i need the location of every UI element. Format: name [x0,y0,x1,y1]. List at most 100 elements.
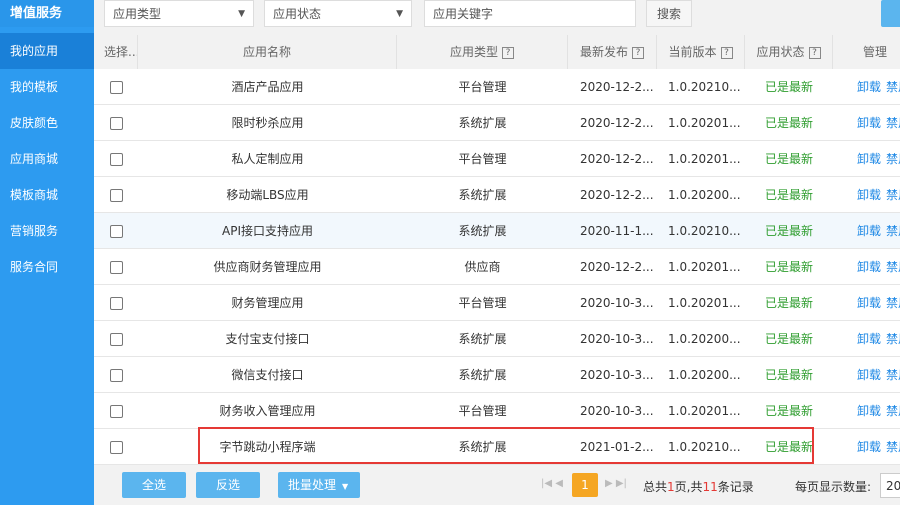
sidebar-item[interactable]: 模板商城 [10,188,59,202]
app-name: 支付宝支付接口 [225,332,310,346]
release-date: 2020-12-2... [580,80,654,94]
pager-prev[interactable]: |◀ ◀ [541,478,563,489]
app-type: 供应商 [464,260,501,274]
sidebar-item[interactable]: 我的应用 [0,33,94,69]
app-type: 系统扩展 [458,224,507,238]
app-name: 微信支付接口 [231,368,304,382]
disable-link[interactable]: 禁用 [886,368,900,382]
help-icon[interactable]: ? [720,46,733,59]
status: 已是最新 [764,404,813,418]
sidebar-item[interactable]: 我的模板 [10,80,59,94]
uninstall-link[interactable]: 卸载 [857,404,882,418]
keyword-input[interactable]: 应用关键字 [424,0,636,27]
uninstall-link[interactable]: 卸载 [857,80,882,94]
header-text: 当前版本 [668,45,717,59]
filter-bar: 应用类型 ▼ 应用状态 ▼ 应用关键字 搜索 [94,0,900,35]
disable-link[interactable]: 禁用 [886,260,900,274]
checkbox[interactable] [110,153,123,166]
table-row: 微信支付接口 系统扩展 2020-10-3... 1.0.20200... 已是最新 卸载… [94,357,900,393]
sidebar-item[interactable]: 营销服务 [10,224,59,238]
disable-link[interactable]: 禁用 [886,80,900,94]
uninstall-link[interactable]: 卸载 [857,224,882,238]
version: 1.0.20210... [668,224,741,238]
app-name: 财务收入管理应用 [219,404,316,418]
disable-link[interactable]: 禁用 [886,188,900,202]
version: 1.0.20201... [668,260,741,274]
summary-part: 1 [667,480,675,494]
search-button[interactable]: 搜索 [646,0,692,27]
version: 1.0.20201... [668,152,741,166]
type-select[interactable]: 应用类型 ▼ [104,0,254,27]
uninstall-link[interactable]: 卸载 [857,440,882,454]
page-current[interactable]: 1 [572,473,598,497]
uninstall-link[interactable]: 卸载 [857,332,882,346]
sidebar: 增值服务 我的应用 我的模板 皮肤颜色 应用商城 模板商城 营销服务 服务合同 [0,0,94,505]
app-name: 私人定制应用 [231,152,304,166]
app-type: 平台管理 [458,404,507,418]
sidebar-item[interactable]: 应用商城 [10,152,59,166]
per-page-select[interactable]: 20 [880,473,900,498]
sidebar-item[interactable]: 皮肤颜色 [10,116,59,130]
table-row: 财务管理应用 平台管理 2020-10-3... 1.0.20201... 已是最新 卸载… [94,285,900,321]
help-icon[interactable]: ? [632,46,644,59]
app-name: 酒店产品应用 [231,80,304,94]
status: 已是最新 [764,332,813,346]
app-type: 系统扩展 [458,440,507,454]
uninstall-link[interactable]: 卸载 [857,260,882,274]
help-icon[interactable]: ? [808,46,821,59]
release-date: 2020-10-3... [580,368,654,382]
table-row: 限时秒杀应用 系统扩展 2020-12-2... 1.0.20201... 已是最新 卸载… [94,105,900,141]
app-type: 平台管理 [458,296,507,310]
uninstall-link[interactable]: 卸载 [857,116,882,130]
app-type: 平台管理 [458,152,507,166]
status: 已是最新 [764,440,813,454]
disable-link[interactable]: 禁用 [886,440,900,454]
column-header: 管理 [833,35,900,69]
version: 1.0.20210... [668,440,741,454]
release-date: 2020-12-2... [580,188,654,202]
uninstall-link[interactable]: 卸载 [857,152,882,166]
checkbox[interactable] [110,333,123,346]
status-select[interactable]: 应用状态 ▼ [264,0,412,27]
checkbox[interactable] [110,189,123,202]
checkbox[interactable] [110,369,123,382]
add-button[interactable] [881,0,900,27]
app-name: 移动端LBS应用 [226,188,309,202]
disable-link[interactable]: 禁用 [886,404,900,418]
checkbox[interactable] [110,117,123,130]
version: 1.0.20200... [668,188,741,202]
uninstall-link[interactable]: 卸载 [857,368,882,382]
disable-link[interactable]: 禁用 [886,296,900,310]
disable-link[interactable]: 禁用 [886,116,900,130]
table-row: 财务收入管理应用 平台管理 2020-10-3... 1.0.20201... 已是最新… [94,393,900,429]
header-text: 应用状态 [756,45,805,59]
release-date: 2020-12-2... [580,116,654,130]
column-header: 最新发布? [568,35,657,69]
summary-part: 11 [702,480,718,494]
app-name: 供应商财务管理应用 [213,260,322,274]
uninstall-link[interactable]: 卸载 [857,188,882,202]
version: 1.0.20200... [668,332,741,346]
checkbox[interactable] [110,261,123,274]
header-text: 管理 [863,45,888,59]
batch-button[interactable]: 批量处理 ▼ [278,472,360,498]
column-header: 应用状态? [745,35,833,69]
status: 已是最新 [764,368,813,382]
disable-link[interactable]: 禁用 [886,332,900,346]
checkbox[interactable] [110,225,123,238]
checkbox[interactable] [110,405,123,418]
column-header: 当前版本? [657,35,745,69]
app-name: 财务管理应用 [231,296,304,310]
select-all-button[interactable]: 全选 [122,472,186,498]
disable-link[interactable]: 禁用 [886,152,900,166]
pager-next[interactable]: ▶ ▶| [605,478,627,489]
sidebar-item[interactable]: 服务合同 [10,260,59,274]
disable-link[interactable]: 禁用 [886,224,900,238]
column-header: 应用名称 [138,35,397,69]
invert-button[interactable]: 反选 [196,472,260,498]
help-icon[interactable]: ? [502,46,514,59]
checkbox[interactable] [110,81,123,94]
uninstall-link[interactable]: 卸载 [857,296,882,310]
checkbox[interactable] [110,297,123,310]
checkbox[interactable] [110,441,123,454]
